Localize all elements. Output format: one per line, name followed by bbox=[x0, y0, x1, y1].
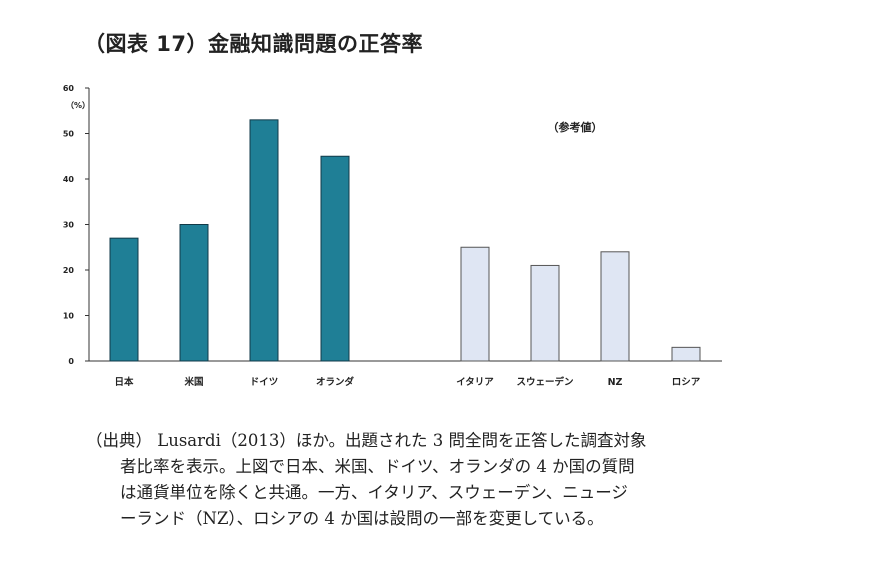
x-tick-label: イタリア bbox=[456, 376, 494, 388]
y-unit-label: （%） bbox=[66, 100, 90, 110]
bar-4 bbox=[460, 246, 490, 362]
y-tick-label: 50 bbox=[63, 130, 75, 139]
bar-2 bbox=[249, 119, 279, 362]
y-tick-label: 10 bbox=[63, 312, 75, 321]
bar-chart: 0 10 20 30 40 50 60 （%） （参考値） 日本 米国 ドイツ オランダ イタリア スウェー… bbox=[63, 84, 722, 388]
bar-6 bbox=[600, 251, 630, 362]
source-line-1: （出典） Lusardi（2013）ほか。出題された 3 問全問を正答した調査対… bbox=[86, 431, 647, 450]
source-note: （出典） Lusardi（2013）ほか。出題された 3 問全問を正答した調査対… bbox=[86, 428, 786, 532]
y-tick-label: 30 bbox=[63, 221, 75, 230]
y-tick-label: 40 bbox=[63, 175, 75, 184]
page-title: （図表 17）金融知識問題の正答率 bbox=[84, 32, 424, 56]
source-line-2: 者比率を表示。上図で日本、米国、ドイツ、オランダの 4 か国の質問 bbox=[120, 457, 635, 476]
x-tick-label: オランダ bbox=[316, 376, 355, 388]
x-tick-label: NZ bbox=[608, 377, 623, 388]
reference-note: （参考値） bbox=[548, 120, 603, 134]
x-tick-label: 日本 bbox=[114, 376, 134, 388]
y-tick-label: 20 bbox=[63, 266, 75, 275]
x-tick-label: 米国 bbox=[183, 376, 203, 388]
bar-3 bbox=[320, 155, 350, 362]
x-tick-label: ロシア bbox=[672, 377, 701, 388]
bar-0 bbox=[109, 237, 139, 362]
x-tick-label: スウェーデン bbox=[516, 376, 573, 388]
source-line-4: ーランド（NZ）、ロシアの 4 か国は設問の一部を変更している。 bbox=[120, 509, 604, 528]
bar-5 bbox=[530, 264, 560, 362]
y-tick-label: 60 bbox=[63, 84, 75, 93]
bar-7 bbox=[671, 346, 701, 362]
y-tick-label: 0 bbox=[68, 357, 74, 366]
source-line-3: は通貨単位を除くと共通。一方、イタリア、スウェーデン、ニュージ bbox=[120, 483, 628, 502]
bar-1 bbox=[179, 224, 209, 362]
x-tick-label: ドイツ bbox=[250, 377, 279, 388]
